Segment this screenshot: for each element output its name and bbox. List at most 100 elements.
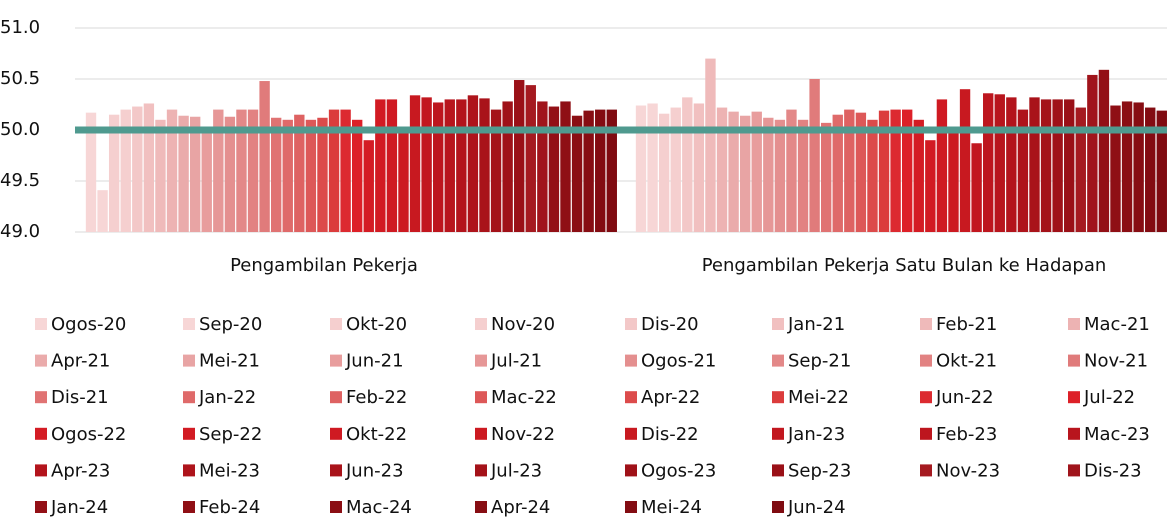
bar	[820, 122, 832, 232]
legend-swatch	[475, 501, 487, 513]
legend-label: Mei-21	[199, 351, 260, 372]
legend-swatch	[35, 501, 47, 513]
bar	[635, 105, 647, 232]
bar	[670, 107, 681, 232]
legend-label: Feb-23	[936, 424, 997, 445]
y-tick-label: 50.5	[0, 68, 40, 89]
bar	[786, 109, 797, 232]
legend-label: Jul-22	[1083, 387, 1135, 408]
bar	[1017, 109, 1029, 232]
bar	[1110, 105, 1121, 232]
legend-label: Jul-23	[490, 460, 542, 481]
bar	[994, 94, 1005, 232]
bar	[247, 109, 259, 232]
legend-swatch	[1068, 464, 1080, 477]
legend-swatch	[920, 318, 932, 330]
bar	[925, 140, 936, 232]
legend-label: Mac-22	[491, 387, 557, 408]
legend-label: Sep-20	[199, 314, 262, 335]
bar	[479, 98, 490, 232]
bar	[1098, 69, 1110, 232]
bar	[155, 119, 166, 232]
legend-swatch	[772, 391, 784, 404]
bar	[832, 114, 843, 232]
legend-swatch	[183, 391, 195, 404]
bar	[751, 111, 762, 232]
bar	[548, 106, 560, 232]
bar	[398, 130, 409, 232]
bar	[560, 101, 571, 232]
legend-swatch	[1068, 318, 1080, 330]
bar	[259, 81, 270, 232]
bar	[890, 109, 901, 232]
bar	[1156, 110, 1167, 232]
legend-label: Jun-21	[345, 351, 404, 372]
bar	[606, 109, 617, 232]
legend-swatch	[330, 318, 342, 330]
bar	[1064, 99, 1075, 233]
bar	[178, 115, 189, 232]
legend-label: Nov-21	[1084, 351, 1148, 372]
legend-label: Nov-23	[936, 460, 1000, 481]
bar	[328, 109, 340, 232]
legend-swatch	[183, 501, 195, 513]
bar	[844, 109, 855, 232]
legend-swatch	[183, 354, 195, 367]
y-tick-label: 49.0	[0, 221, 40, 242]
legend-label: Jun-22	[935, 387, 994, 408]
bar	[867, 119, 878, 232]
legend-swatch	[475, 354, 487, 367]
bar	[595, 109, 606, 232]
legend-swatch	[183, 464, 195, 477]
legend-label: Ogos-20	[51, 314, 126, 335]
legend-label: Apr-24	[491, 497, 550, 518]
legend-label: Okt-21	[936, 351, 997, 372]
bar	[525, 85, 536, 233]
bar	[270, 117, 282, 232]
legend-swatch	[1068, 391, 1080, 404]
legend-label: Ogos-23	[641, 460, 716, 481]
legend-swatch	[625, 318, 637, 330]
legend-label: Mei-22	[788, 387, 849, 408]
bar	[1040, 99, 1052, 233]
legend-label: Okt-20	[346, 314, 407, 335]
bar	[97, 190, 108, 232]
legend-swatch	[1068, 354, 1080, 367]
legend-swatch	[330, 427, 342, 440]
bar	[971, 143, 982, 232]
legend-swatch	[475, 464, 487, 477]
legend-swatch	[35, 391, 47, 404]
legend-label: Apr-22	[641, 387, 700, 408]
legend-swatch	[330, 354, 342, 367]
legend-label: Mac-24	[346, 497, 412, 518]
bar	[433, 102, 444, 233]
bar	[108, 114, 120, 232]
bar	[143, 103, 155, 232]
legend-swatch	[920, 354, 932, 367]
legend-swatch	[920, 427, 932, 440]
bar	[797, 119, 809, 232]
legend-label: Okt-22	[346, 424, 407, 445]
bar	[514, 80, 525, 233]
legend-swatch	[475, 427, 487, 440]
legend-label: Dis-20	[641, 314, 699, 335]
legend-swatch	[183, 318, 195, 330]
legend-label: Ogos-22	[51, 424, 126, 445]
legend-label: Sep-21	[788, 351, 851, 372]
y-tick-label: 50.0	[0, 119, 40, 140]
bar	[456, 99, 467, 233]
bar	[809, 79, 820, 232]
legend-label: Jan-21	[787, 314, 845, 335]
legend-swatch	[920, 391, 932, 404]
legend-swatch	[772, 464, 784, 477]
bar	[352, 119, 363, 232]
bar	[763, 117, 774, 232]
legend-label: Dis-23	[1084, 460, 1142, 481]
legend-swatch	[330, 464, 342, 477]
bar	[305, 119, 317, 232]
bar	[224, 116, 236, 232]
legend-swatch	[625, 354, 637, 367]
legend-swatch	[183, 427, 195, 440]
legend-label: Feb-22	[346, 387, 407, 408]
bar	[913, 119, 924, 232]
